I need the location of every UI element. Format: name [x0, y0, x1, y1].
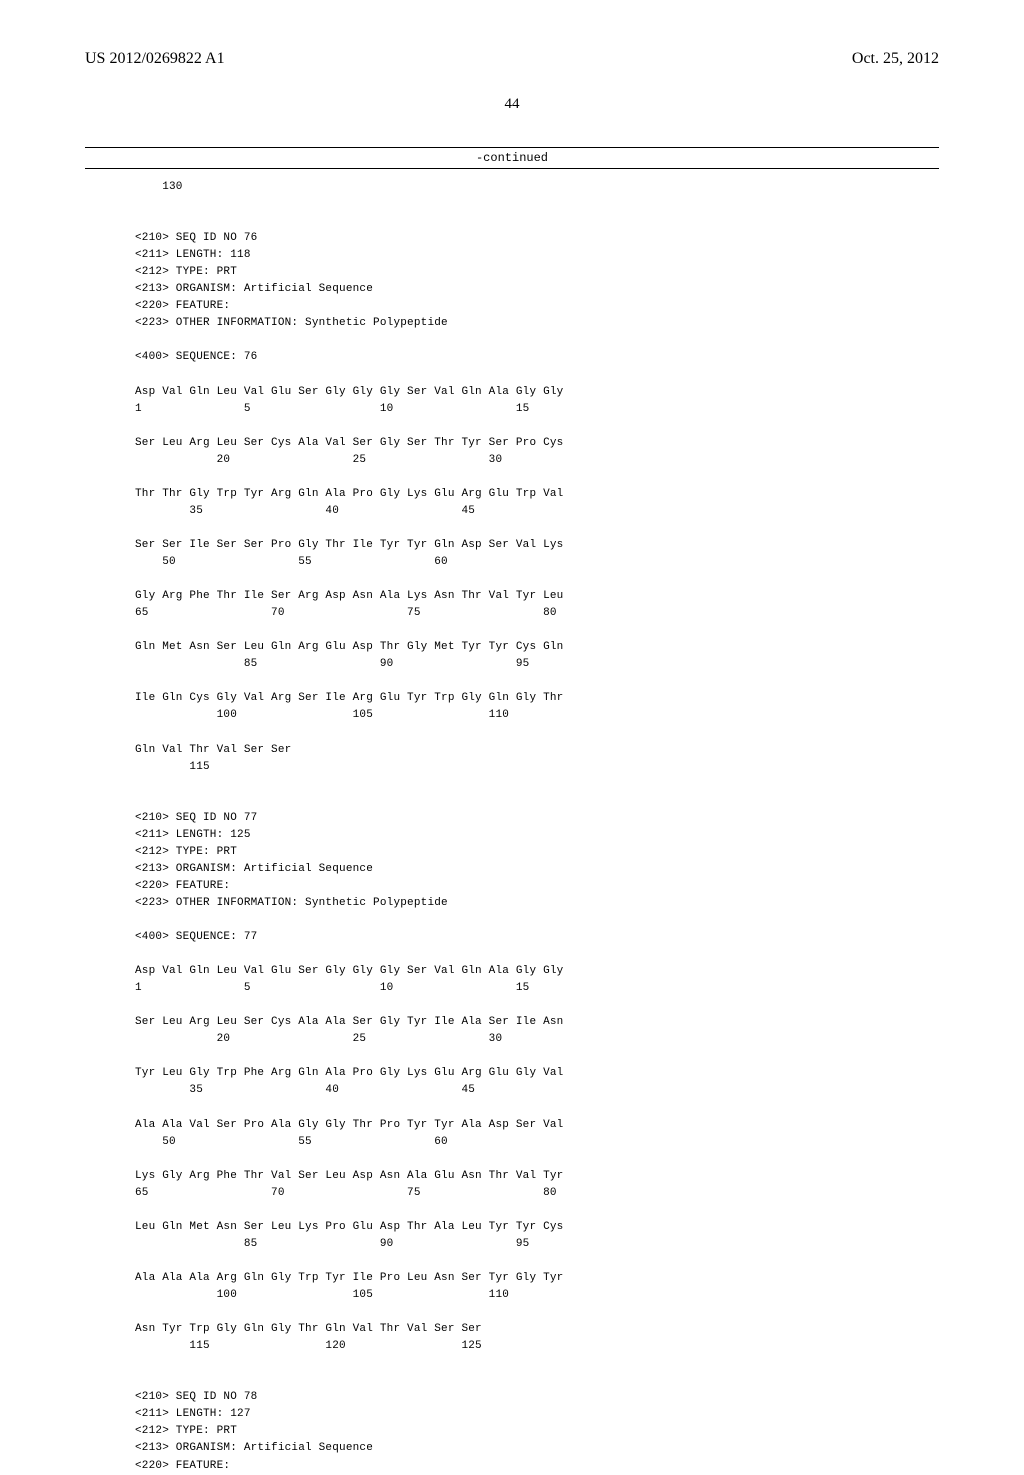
publication-date: Oct. 25, 2012	[852, 50, 939, 68]
page-number: 44	[85, 96, 939, 113]
publication-number: US 2012/0269822 A1	[85, 50, 225, 68]
sequence-listing: 130 <210> SEQ ID NO 76 <211> LENGTH: 118…	[135, 179, 939, 1475]
page-header: US 2012/0269822 A1 Oct. 25, 2012	[85, 50, 939, 68]
continued-divider: -continued	[85, 147, 939, 169]
document-page: US 2012/0269822 A1 Oct. 25, 2012 44 -con…	[0, 0, 1024, 1320]
continued-label: -continued	[476, 151, 548, 165]
